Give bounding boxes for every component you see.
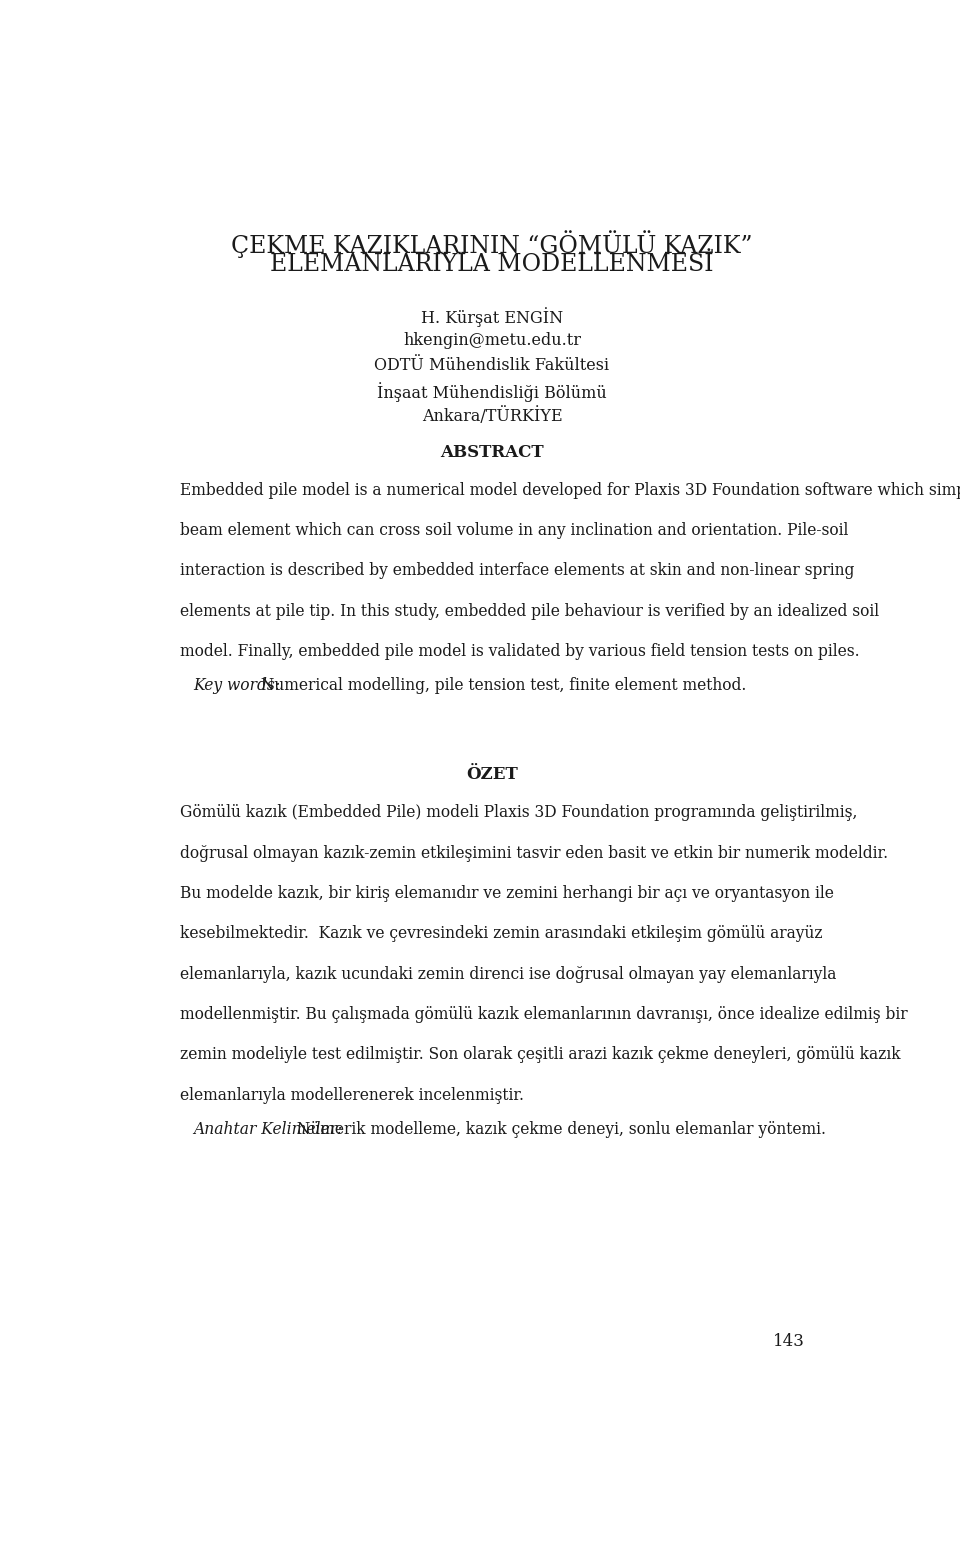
Text: 143: 143 bbox=[773, 1333, 804, 1350]
Text: doğrusal olmayan kazık-zemin etkileşimini tasvir eden basit ve etkin bir numerik: doğrusal olmayan kazık-zemin etkileşimin… bbox=[180, 844, 888, 861]
Text: H. Kürşat ENGİN: H. Kürşat ENGİN bbox=[420, 307, 564, 327]
Text: Gömülü kazık (Embedded Pile) modeli Plaxis 3D Foundation programında geliştirilm: Gömülü kazık (Embedded Pile) modeli Plax… bbox=[180, 804, 857, 821]
Text: model. Finally, embedded pile model is validated by various field tension tests : model. Finally, embedded pile model is v… bbox=[180, 643, 859, 660]
Text: modellenmiştir. Bu çalışmada gömülü kazık elemanlarının davranışı, önce idealize: modellenmiştir. Bu çalışmada gömülü kazı… bbox=[180, 1006, 907, 1023]
Text: interaction is described by embedded interface elements at skin and non-linear s: interaction is described by embedded int… bbox=[180, 562, 853, 579]
Text: hkengin@metu.edu.tr: hkengin@metu.edu.tr bbox=[403, 331, 581, 350]
Text: Nümerik modelleme, kazık çekme deneyi, sonlu elemanlar yöntemi.: Nümerik modelleme, kazık çekme deneyi, s… bbox=[292, 1122, 826, 1139]
Text: ÖZET: ÖZET bbox=[467, 766, 517, 783]
Text: Anahtar Kelimeler:: Anahtar Kelimeler: bbox=[193, 1122, 342, 1139]
Text: elements at pile tip. In this study, embedded pile behaviour is verified by an i: elements at pile tip. In this study, emb… bbox=[180, 603, 878, 619]
Text: ODTÜ Mühendislik Fakültesi: ODTÜ Mühendislik Fakültesi bbox=[374, 358, 610, 374]
Text: elemanlarıyla modellerenerek incelenmiştir.: elemanlarıyla modellerenerek incelenmişt… bbox=[180, 1086, 523, 1103]
Text: elemanlarıyla, kazık ucundaki zemin direnci ise doğrusal olmayan yay elemanlarıy: elemanlarıyla, kazık ucundaki zemin dire… bbox=[180, 966, 836, 983]
Text: kesebilmektedir.  Kazık ve çevresindeki zemin arasındaki etkileşim gömülü arayüz: kesebilmektedir. Kazık ve çevresindeki z… bbox=[180, 925, 822, 943]
Text: İnşaat Mühendisliği Bölümü: İnşaat Mühendisliği Bölümü bbox=[377, 382, 607, 402]
Text: ÇEKME KAZIKLARININ “GÖMÜLÜ KAZIK”: ÇEKME KAZIKLARININ “GÖMÜLÜ KAZIK” bbox=[231, 230, 753, 257]
Text: beam element which can cross soil volume in any inclination and orientation. Pil: beam element which can cross soil volume… bbox=[180, 522, 848, 539]
Text: ELEMANLARIYLA MODELLENMESİ: ELEMANLARIYLA MODELLENMESİ bbox=[271, 253, 713, 276]
Text: zemin modeliyle test edilmiştir. Son olarak çeşitli arazi kazık çekme deneyleri,: zemin modeliyle test edilmiştir. Son ola… bbox=[180, 1046, 900, 1063]
Text: Numerical modelling, pile tension test, finite element method.: Numerical modelling, pile tension test, … bbox=[256, 678, 747, 695]
Text: Key words:: Key words: bbox=[193, 678, 280, 695]
Text: Ankara/TÜRKİYE: Ankara/TÜRKİYE bbox=[421, 407, 563, 425]
Text: Bu modelde kazık, bir kiriş elemanıdır ve zemini herhangi bir açı ve oryantasyon: Bu modelde kazık, bir kiriş elemanıdır v… bbox=[180, 885, 833, 901]
Text: ABSTRACT: ABSTRACT bbox=[441, 444, 543, 461]
Text: Embedded pile model is a numerical model developed for Plaxis 3D Foundation soft: Embedded pile model is a numerical model… bbox=[180, 481, 960, 499]
